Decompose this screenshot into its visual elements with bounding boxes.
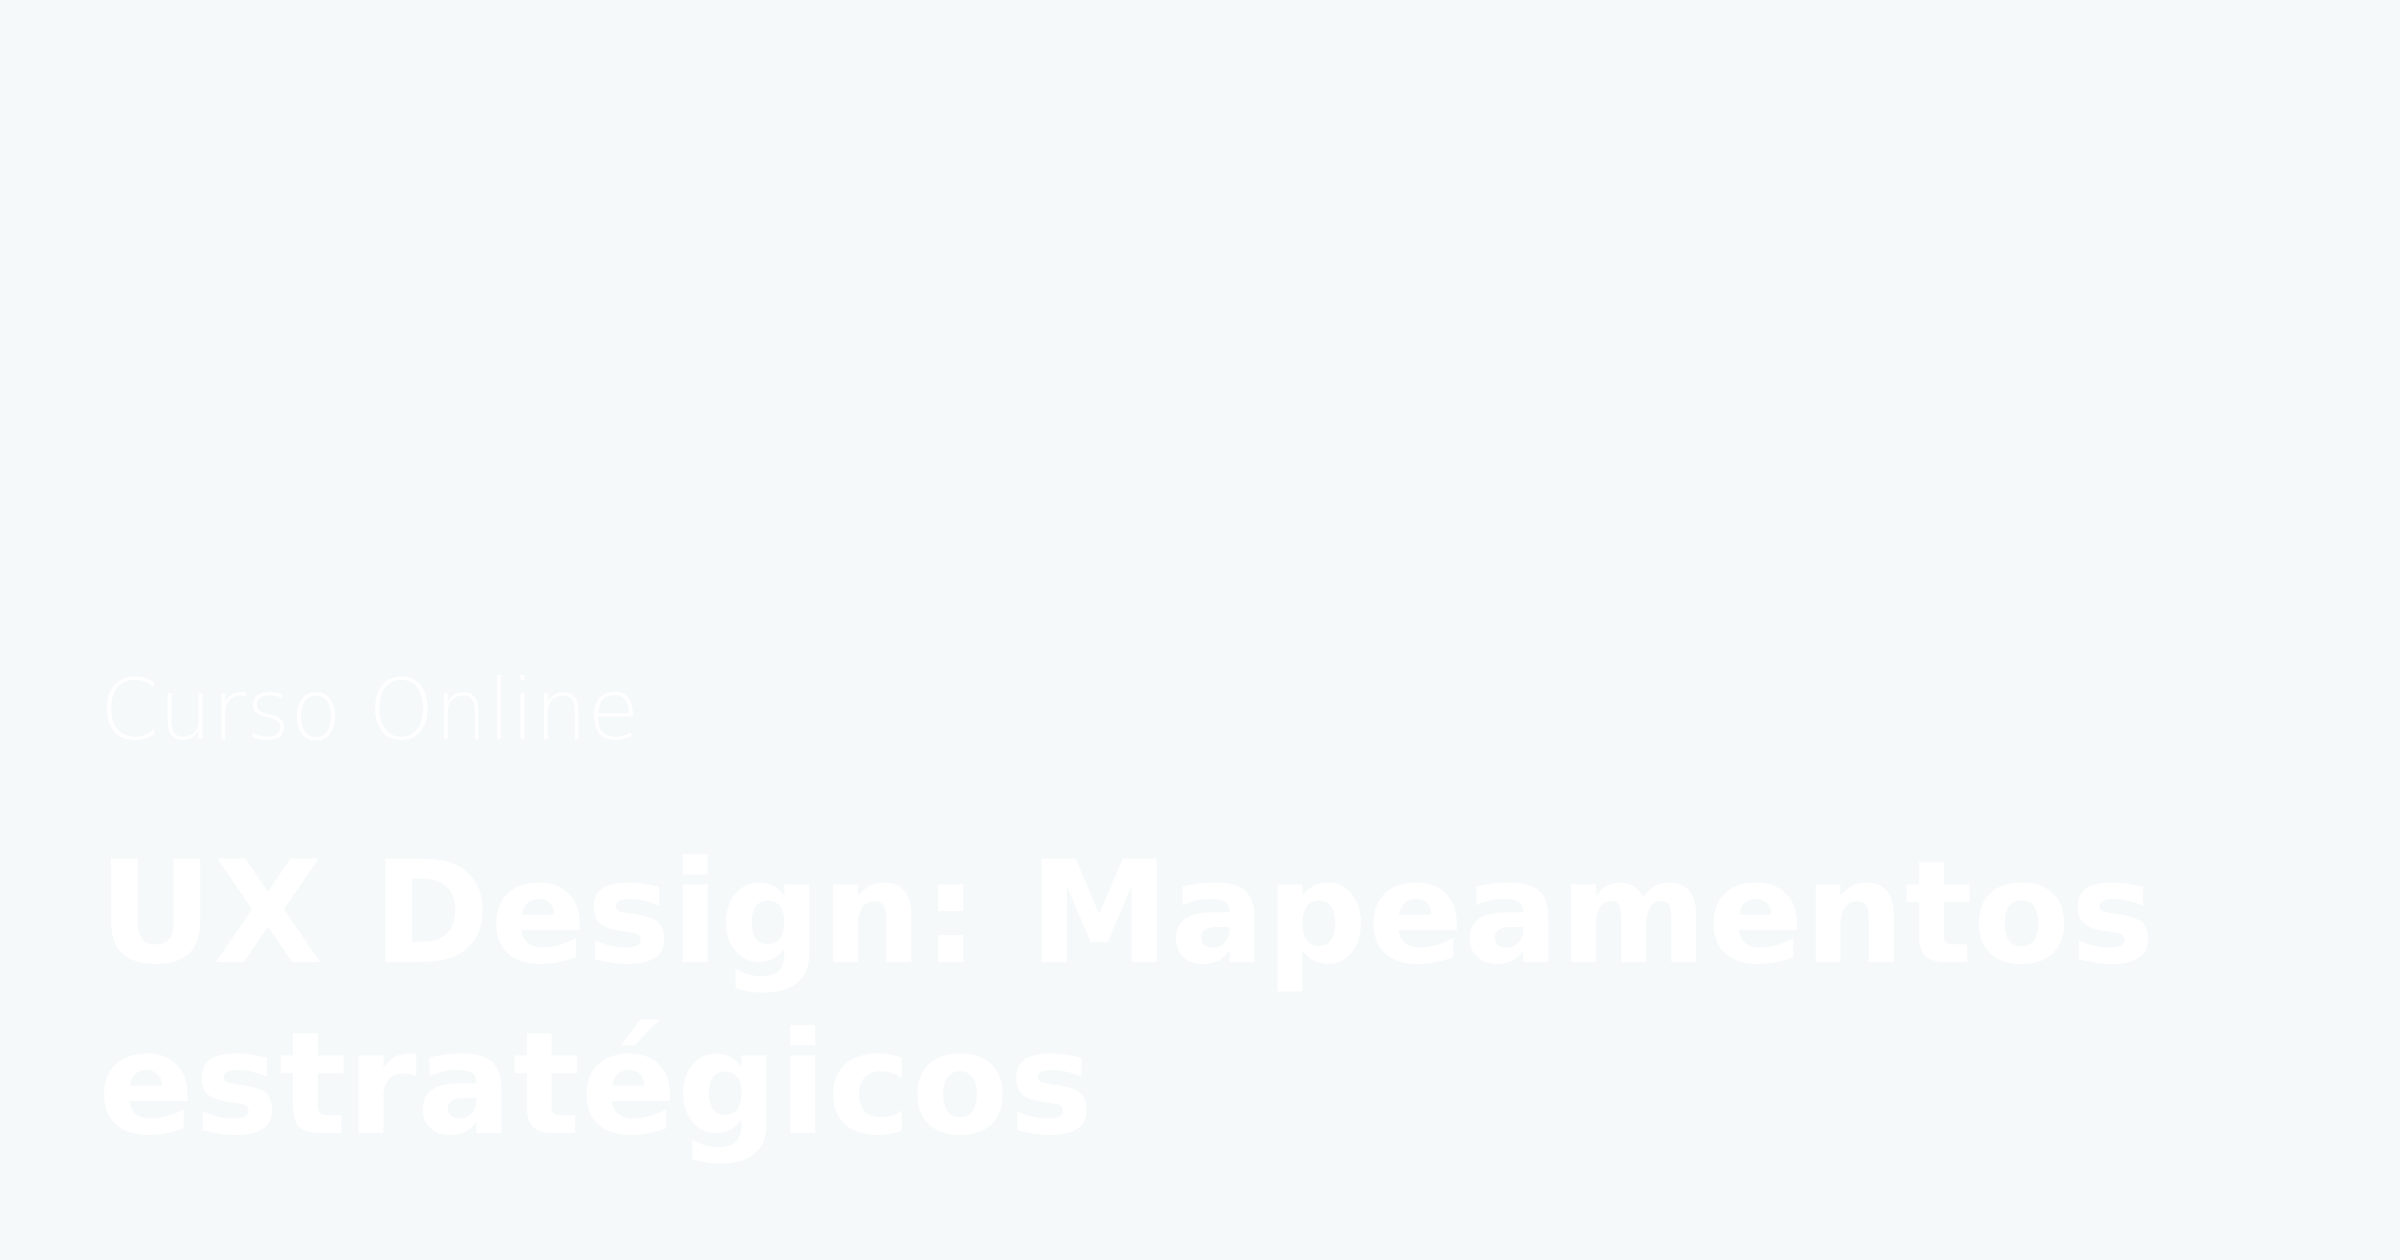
course-title: UX Design: Mapeamentos estratégicos bbox=[98, 831, 2155, 1167]
course-type-label: Curso Online bbox=[100, 661, 640, 759]
